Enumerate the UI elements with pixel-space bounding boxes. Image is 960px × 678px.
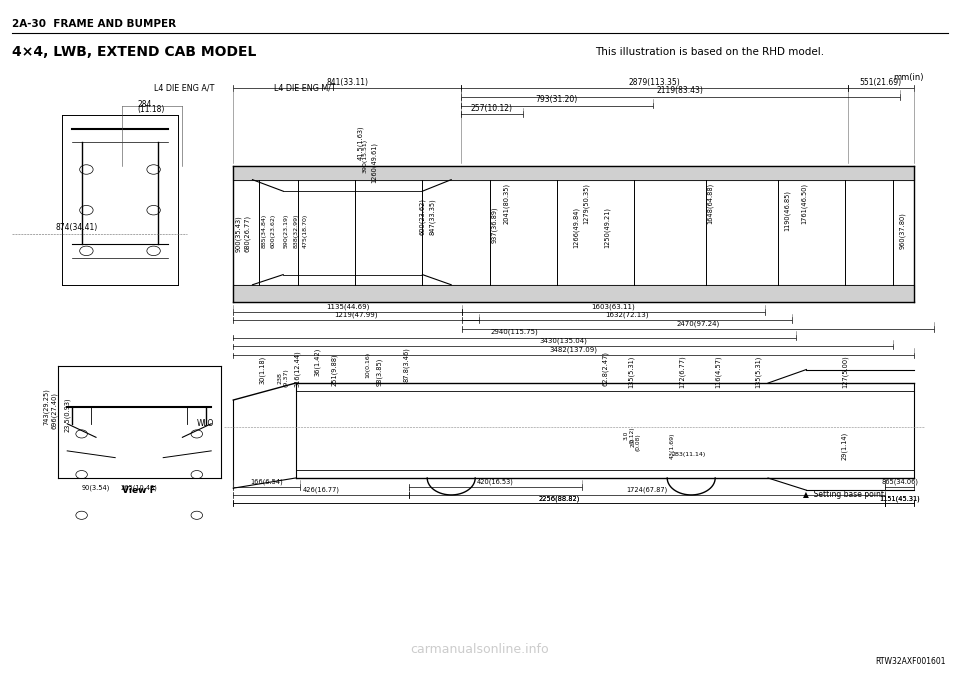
Text: WLO: WLO <box>197 418 214 428</box>
Text: 743(29.25): 743(29.25) <box>43 388 49 425</box>
Text: 98(3.85): 98(3.85) <box>376 357 382 386</box>
Text: 1648(64.88): 1648(64.88) <box>708 183 713 224</box>
Text: 793(31.20): 793(31.20) <box>536 95 578 104</box>
Text: 696(27.40): 696(27.40) <box>52 392 58 428</box>
Text: L4 DIE ENG A/T: L4 DIE ENG A/T <box>154 83 214 93</box>
Text: 475(18.70): 475(18.70) <box>302 214 308 247</box>
Text: 390(15.51): 390(15.51) <box>362 139 368 173</box>
Text: ▲  Setting base point: ▲ Setting base point <box>803 490 883 500</box>
Text: 316(12.44): 316(12.44) <box>295 351 300 387</box>
Text: 885(34.84): 885(34.84) <box>261 214 267 247</box>
Text: 87.8(3.46): 87.8(3.46) <box>403 347 409 382</box>
Text: 127(5.00): 127(5.00) <box>842 355 848 388</box>
Text: 251(9.88): 251(9.88) <box>331 353 337 386</box>
Text: 2940(115.75): 2940(115.75) <box>491 329 539 336</box>
Text: 838(32.99): 838(32.99) <box>293 214 299 247</box>
Text: 1632(72.13): 1632(72.13) <box>605 311 649 318</box>
Text: 2879(113.35): 2879(113.35) <box>629 77 680 87</box>
Text: 29(1.14): 29(1.14) <box>841 432 847 460</box>
Text: 420(16.53): 420(16.53) <box>477 479 514 485</box>
Text: 43(1.69): 43(1.69) <box>669 433 675 460</box>
Text: 590(23.19): 590(23.19) <box>283 214 289 247</box>
Text: 2119(83.43): 2119(83.43) <box>657 86 704 96</box>
Text: View F: View F <box>122 485 156 495</box>
Text: 1266(49.84): 1266(49.84) <box>573 207 579 247</box>
Text: 865(34.06): 865(34.06) <box>881 479 918 485</box>
Text: 257(10.12): 257(10.12) <box>471 104 513 113</box>
Text: This illustration is based on the RHD model.: This illustration is based on the RHD mo… <box>595 47 825 56</box>
Text: 1151(45.31): 1151(45.31) <box>879 495 920 502</box>
Text: 3.0
(0.12): 3.0 (0.12) <box>623 426 635 444</box>
Text: mm(in): mm(in) <box>893 73 924 83</box>
Text: 847(33.35): 847(33.35) <box>429 199 435 235</box>
Text: carmanualsonline.info: carmanualsonline.info <box>411 643 549 656</box>
Text: 1151(45.31): 1151(45.31) <box>879 495 920 502</box>
Text: 30(1.18): 30(1.18) <box>259 355 265 384</box>
Text: 937(36.89): 937(36.89) <box>492 207 497 243</box>
Text: 1250(49.21): 1250(49.21) <box>604 207 610 247</box>
Text: 841(33.11): 841(33.11) <box>326 77 368 87</box>
Text: 2.0
(0.08): 2.0 (0.08) <box>630 433 641 451</box>
Text: 135(5.31): 135(5.31) <box>756 355 761 388</box>
Text: 426(16.77): 426(16.77) <box>302 487 340 494</box>
Text: 680(26.77): 680(26.77) <box>245 216 251 252</box>
Text: 172(6.77): 172(6.77) <box>679 355 684 388</box>
Text: 900(35.43): 900(35.43) <box>235 216 241 252</box>
Text: 116(4.57): 116(4.57) <box>715 355 721 388</box>
Text: 36(1.42): 36(1.42) <box>315 348 321 376</box>
Text: 1279(50.35): 1279(50.35) <box>583 183 588 224</box>
Text: 283(11.14): 283(11.14) <box>671 452 706 457</box>
Text: 2A-30  FRAME AND BUMPER: 2A-30 FRAME AND BUMPER <box>12 20 176 29</box>
Text: 135(5.31): 135(5.31) <box>628 355 634 388</box>
Text: 10(0.16): 10(0.16) <box>365 352 371 378</box>
Text: 2256(88.82): 2256(88.82) <box>539 495 580 502</box>
Text: 90(3.54): 90(3.54) <box>82 485 110 492</box>
Text: (11.18): (11.18) <box>137 105 165 115</box>
Text: 2041(80.35): 2041(80.35) <box>503 183 509 224</box>
Text: 284: 284 <box>137 100 152 109</box>
Text: 41.5(1.63): 41.5(1.63) <box>357 125 363 160</box>
Text: 3482(137.09): 3482(137.09) <box>549 346 597 353</box>
Text: 1219(47.99): 1219(47.99) <box>334 311 378 318</box>
Text: 3430(135.04): 3430(135.04) <box>540 338 587 344</box>
Text: 1190(46.85): 1190(46.85) <box>784 190 790 231</box>
Text: 166(6.54): 166(6.54) <box>251 479 283 485</box>
Text: 265(10.43): 265(10.43) <box>121 485 157 492</box>
Text: 2256(88.82): 2256(88.82) <box>539 495 580 502</box>
Text: 2470(97.24): 2470(97.24) <box>676 320 720 327</box>
Text: 551(21.69): 551(21.69) <box>860 77 901 87</box>
Text: 1761(46.50): 1761(46.50) <box>802 183 807 224</box>
Text: 1260(49.61): 1260(49.61) <box>372 142 377 183</box>
Text: 1724(67.87): 1724(67.87) <box>627 487 667 494</box>
Text: 62.8(2.47): 62.8(2.47) <box>602 351 608 386</box>
Text: 960(37.80): 960(37.80) <box>900 212 905 249</box>
Text: 1135(44.69): 1135(44.69) <box>325 303 370 310</box>
Text: 238
(9.37): 238 (9.37) <box>277 368 289 387</box>
Text: 1603(63.11): 1603(63.11) <box>591 303 636 310</box>
Text: 4×4, LWB, EXTEND CAB MODEL: 4×4, LWB, EXTEND CAB MODEL <box>12 45 256 58</box>
Text: 874(34.41): 874(34.41) <box>56 222 98 232</box>
Text: 600(23.62): 600(23.62) <box>271 214 276 247</box>
Text: 600(23.62): 600(23.62) <box>420 199 425 235</box>
Text: 23.5(0.93): 23.5(0.93) <box>64 397 70 433</box>
Text: RTW32AXF001601: RTW32AXF001601 <box>876 656 946 666</box>
Text: L4 DIE ENG M/T: L4 DIE ENG M/T <box>274 83 335 93</box>
